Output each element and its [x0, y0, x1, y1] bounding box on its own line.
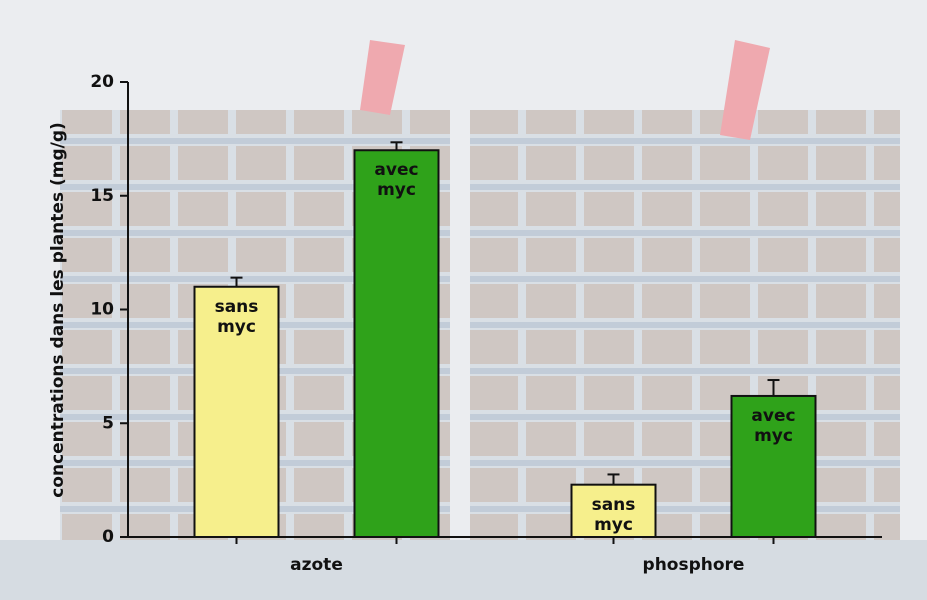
bar-label: avec myc [374, 160, 419, 201]
bar-label: avec myc [751, 405, 796, 446]
y-tick-label: 5 [102, 413, 114, 433]
bar [193, 285, 280, 538]
bar [570, 483, 657, 538]
y-tick-label: 0 [102, 527, 114, 547]
y-tick-label: 15 [90, 186, 114, 206]
bar [353, 149, 440, 538]
bar-label: sans myc [214, 296, 259, 337]
y-tick-label: 10 [90, 300, 114, 320]
bar-label: sans myc [591, 494, 636, 535]
x-tick-label: phosphore [643, 555, 745, 575]
y-axis-title: concentrations dans les plantes (mg/g) [48, 122, 68, 498]
x-tick-label: azote [290, 555, 343, 575]
y-tick-label: 20 [90, 72, 114, 92]
